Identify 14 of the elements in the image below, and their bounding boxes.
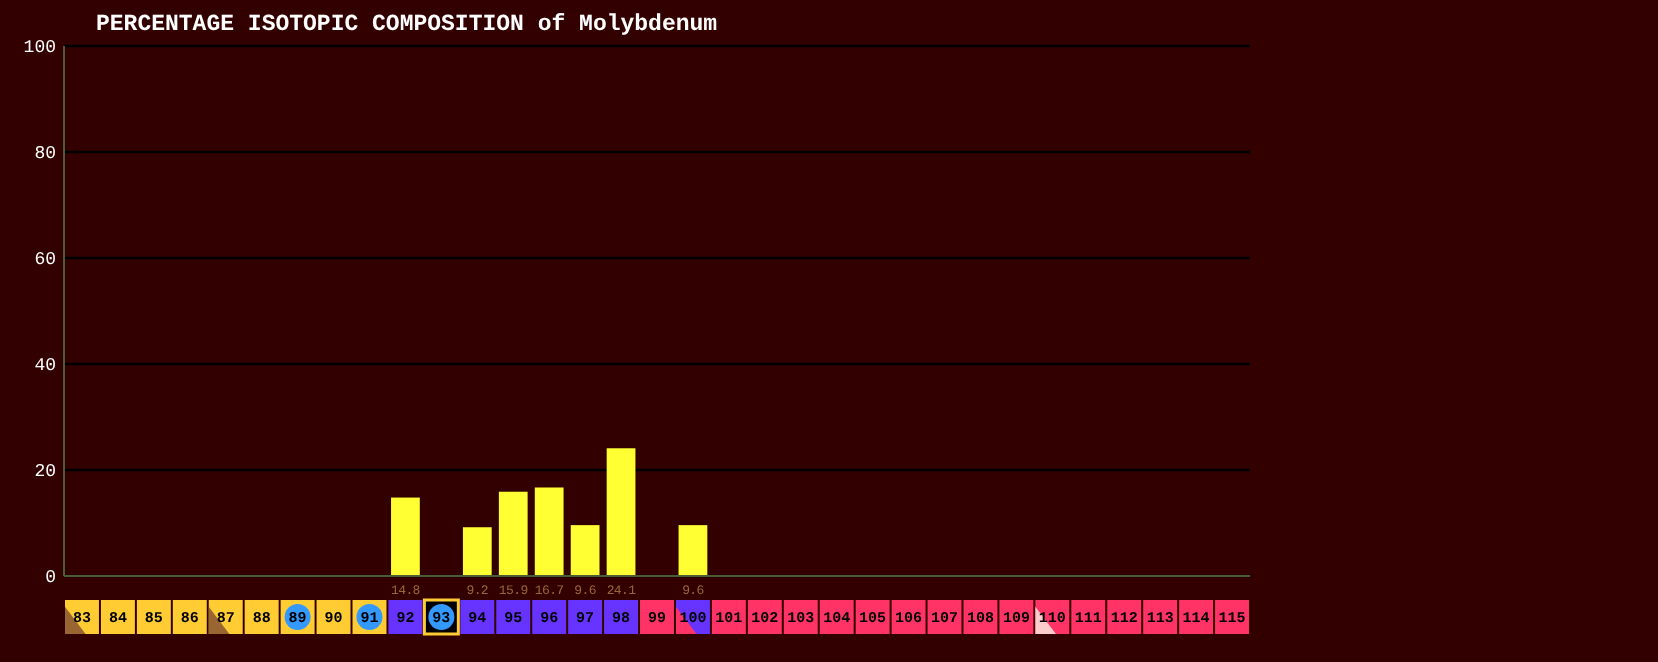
y-tick-label: 0 bbox=[45, 568, 56, 589]
bar bbox=[570, 525, 600, 576]
bar bbox=[462, 527, 492, 576]
bar bbox=[498, 491, 528, 576]
y-tick-label: 60 bbox=[34, 250, 56, 271]
y-tick-label: 80 bbox=[34, 144, 56, 165]
y-tick-label: 100 bbox=[23, 38, 56, 59]
y-tick-label: 20 bbox=[34, 462, 56, 483]
bar bbox=[534, 487, 564, 576]
bar bbox=[678, 525, 708, 576]
bar bbox=[391, 497, 420, 576]
chart-title: PERCENTAGE ISOTOPIC COMPOSITION of Molybdenum bbox=[96, 12, 718, 38]
y-tick-label: 40 bbox=[34, 356, 56, 377]
bar bbox=[606, 448, 636, 576]
